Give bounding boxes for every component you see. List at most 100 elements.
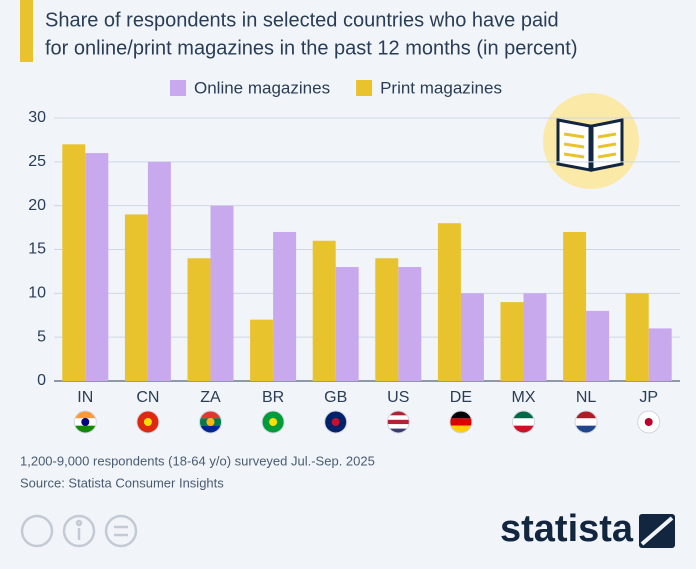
flag-stripes	[449, 411, 472, 433]
flag-stripe	[387, 419, 410, 425]
bar	[335, 267, 359, 381]
flag-border	[136, 410, 160, 434]
flag-border	[73, 410, 97, 434]
flag-emblem	[331, 418, 340, 426]
flag-border	[199, 410, 222, 434]
legend-swatch	[356, 80, 373, 96]
bar	[187, 258, 211, 381]
source: Source: Statista Consumer Insights	[20, 475, 224, 490]
flag-stripes	[136, 411, 159, 433]
legend-label: Print magazines	[380, 78, 502, 97]
flag-stripe	[449, 425, 472, 433]
flag-icon	[449, 410, 473, 434]
chart-title: for online/print magazines in the past 1…	[45, 37, 578, 59]
x-tick-label: GB	[324, 389, 347, 406]
bar	[375, 258, 399, 381]
flag-stripe	[575, 411, 598, 419]
y-tick-label: 10	[28, 285, 46, 302]
flag-stripe	[575, 425, 598, 433]
bar	[648, 328, 672, 381]
flag-stripe	[387, 411, 410, 416]
x-tick-label: US	[387, 389, 409, 406]
bar	[210, 205, 234, 381]
title-accent	[20, 0, 33, 62]
flag-border	[574, 410, 598, 434]
bar	[563, 231, 587, 381]
flag-icon	[512, 410, 535, 434]
note: 1,200-9,000 respondents (18-64 y/o) surv…	[20, 453, 375, 468]
flag-border	[261, 410, 285, 434]
flag-emblem	[81, 418, 90, 426]
bar	[312, 240, 336, 381]
flag-stripe	[449, 411, 472, 419]
bar	[500, 302, 524, 381]
flag-stripe	[512, 418, 535, 426]
flag-border	[386, 410, 410, 434]
x-tick-label: DE	[450, 389, 472, 406]
flag-border	[324, 410, 348, 434]
x-tick-label: MX	[512, 389, 536, 406]
flag-stripe	[74, 425, 97, 433]
flag-icon	[73, 410, 97, 434]
bar	[62, 144, 86, 381]
bar	[625, 293, 649, 381]
flag-icon	[637, 410, 661, 434]
flag-emblem	[206, 418, 215, 426]
flag-emblem	[644, 418, 653, 426]
chart-title: Share of respondents in selected countri…	[45, 9, 559, 31]
flag-border	[512, 410, 535, 434]
bar	[586, 310, 610, 381]
flag-stripe	[387, 424, 410, 429]
bar	[398, 267, 422, 381]
flag-border	[449, 410, 473, 434]
flag-stripes	[74, 411, 97, 433]
legend-swatch	[170, 80, 186, 96]
y-tick-label: 0	[37, 372, 46, 389]
y-tick-label: 20	[28, 197, 46, 214]
bar	[124, 214, 148, 381]
license-icons	[20, 514, 138, 548]
flag-stripes	[324, 411, 347, 433]
flag-emblem	[143, 418, 152, 426]
bar	[147, 161, 171, 381]
y-tick-label: 15	[28, 241, 46, 258]
flag-stripes	[199, 411, 222, 433]
bar	[273, 231, 297, 381]
flag-stripe	[199, 425, 222, 433]
flag-stripes	[387, 411, 410, 433]
x-tick-label: ZA	[200, 389, 221, 406]
flag-stripe	[512, 411, 535, 419]
bar	[250, 319, 274, 381]
flag-stripes	[637, 411, 660, 433]
flag-stripes	[262, 411, 285, 433]
flag-stripes	[575, 411, 598, 433]
flag-stripe	[512, 425, 535, 433]
y-tick-label: 25	[28, 153, 46, 170]
flag-stripe	[449, 418, 472, 426]
legend-label: Online magazines	[194, 78, 330, 97]
flag-icon	[136, 410, 160, 434]
bar	[460, 293, 484, 381]
x-tick-label: BR	[262, 389, 284, 406]
x-tick-label: IN	[77, 389, 93, 406]
bar	[85, 153, 109, 381]
flag-stripe	[199, 411, 222, 419]
flag-stripe	[575, 418, 598, 426]
flag-stripes	[512, 411, 535, 433]
y-tick-label: 30	[28, 109, 46, 126]
flag-icon	[324, 410, 348, 434]
flag-icon	[261, 410, 285, 434]
brand: statista	[500, 508, 634, 550]
flag-emblem	[269, 418, 278, 426]
flag-stripe	[387, 415, 410, 420]
flag-border	[637, 410, 661, 434]
bar	[523, 293, 547, 381]
x-tick-label: JP	[639, 389, 658, 406]
book-icon	[543, 93, 639, 189]
y-tick-label: 5	[37, 328, 46, 345]
flag-icon	[199, 410, 222, 434]
x-tick-label: CN	[136, 389, 159, 406]
bar	[437, 223, 461, 381]
flag-stripe	[74, 411, 97, 419]
